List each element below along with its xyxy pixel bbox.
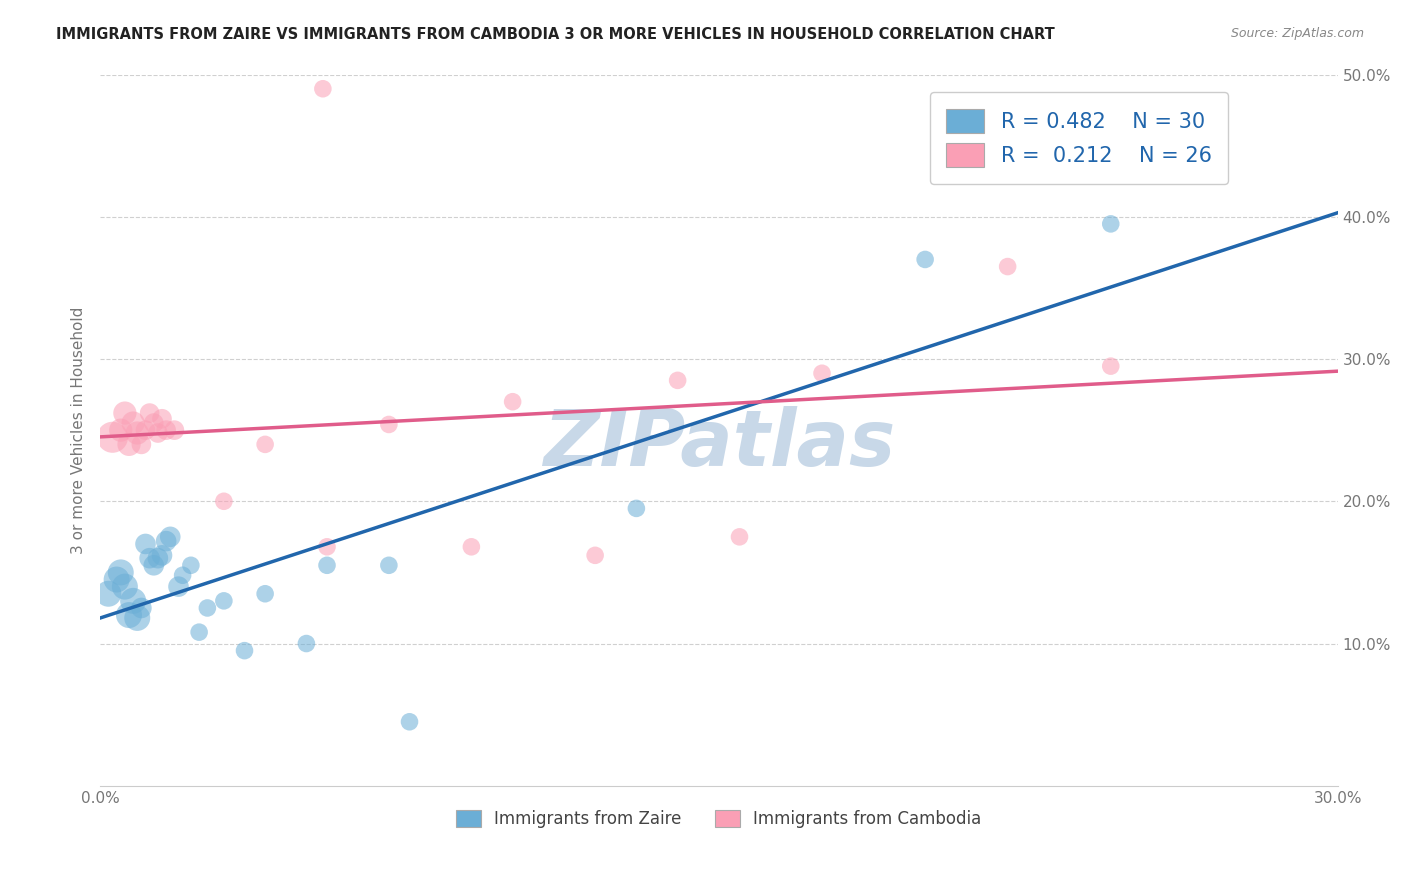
Text: Source: ZipAtlas.com: Source: ZipAtlas.com (1230, 27, 1364, 40)
Point (180, 558, 202, 573)
Point (398, 714, 420, 729)
Point (188, 625, 211, 640)
Point (138, 406, 160, 420)
Point (159, 530, 181, 544)
Point (105, 573, 128, 587)
Point (142, 416, 165, 430)
Point (254, 587, 277, 601)
Point (163, 423, 186, 437)
Point (134, 537, 156, 551)
Point (233, 643, 256, 657)
Point (155, 534, 177, 549)
Point (1099, 359, 1122, 373)
Point (666, 373, 689, 387)
Point (118, 608, 141, 623)
Point (502, 394, 524, 409)
Point (378, 558, 401, 573)
Point (254, 437, 277, 451)
Point (212, 494, 235, 508)
Point (97, 587, 120, 601)
Point (110, 423, 132, 437)
Point (131, 601, 153, 615)
Y-axis label: 3 or more Vehicles in Household: 3 or more Vehicles in Household (72, 307, 86, 554)
Point (626, 501, 648, 516)
Point (167, 580, 190, 594)
Point (172, 568, 194, 582)
Point (114, 406, 136, 420)
Point (146, 551, 169, 566)
Point (460, 540, 482, 554)
Point (101, 430, 124, 444)
Point (150, 549, 173, 563)
Point (155, 423, 177, 437)
Point (316, 540, 339, 554)
Point (583, 549, 606, 563)
Point (114, 580, 136, 594)
Point (195, 601, 218, 615)
Point (312, 81, 335, 95)
Point (127, 425, 149, 440)
Point (150, 411, 173, 425)
Point (316, 558, 339, 573)
Point (142, 558, 165, 573)
Text: ZIPatlas: ZIPatlas (543, 407, 896, 483)
Point (378, 417, 401, 432)
Point (118, 437, 141, 451)
Point (122, 416, 145, 430)
Legend: Immigrants from Zaire, Immigrants from Cambodia: Immigrants from Zaire, Immigrants from C… (450, 803, 988, 834)
Point (110, 566, 132, 580)
Point (146, 425, 169, 440)
Point (295, 636, 318, 650)
Point (134, 423, 156, 437)
Point (212, 594, 235, 608)
Point (138, 551, 160, 566)
Point (728, 530, 751, 544)
Point (914, 252, 936, 267)
Point (997, 260, 1019, 274)
Point (811, 366, 834, 380)
Point (127, 611, 149, 625)
Point (131, 437, 153, 451)
Point (1099, 217, 1122, 231)
Text: IMMIGRANTS FROM ZAIRE VS IMMIGRANTS FROM CAMBODIA 3 OR MORE VEHICLES IN HOUSEHOL: IMMIGRANTS FROM ZAIRE VS IMMIGRANTS FROM… (56, 27, 1054, 42)
Point (122, 594, 145, 608)
